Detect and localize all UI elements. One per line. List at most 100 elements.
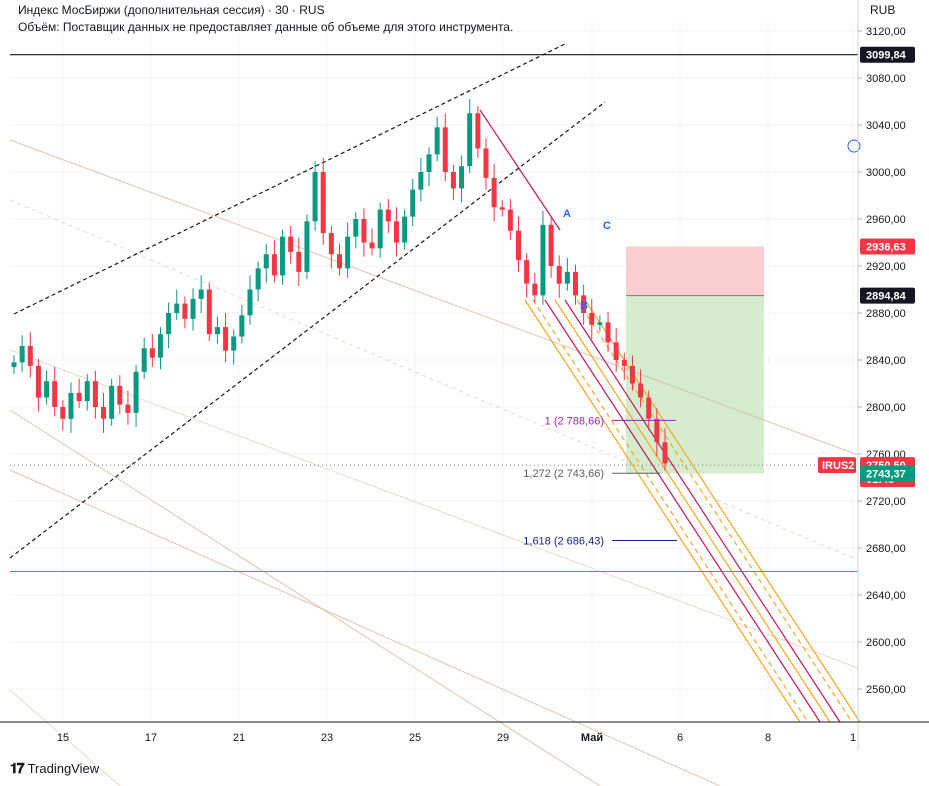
candle-body bbox=[27, 345, 33, 366]
y-tick-label: 2640,00 bbox=[866, 590, 906, 602]
price-badge-value: 2743,37 bbox=[866, 469, 906, 481]
candle-body bbox=[11, 362, 17, 368]
candle-body bbox=[654, 418, 660, 443]
candle-body bbox=[402, 216, 408, 243]
candle-body bbox=[613, 342, 619, 360]
x-tick-label: 23 bbox=[321, 732, 333, 744]
candle-body bbox=[426, 154, 432, 172]
brand-name: TradingView bbox=[27, 761, 100, 776]
candle-body bbox=[133, 371, 139, 413]
candle-body bbox=[312, 172, 318, 222]
channel-line bbox=[564, 299, 841, 723]
candle-body bbox=[483, 148, 489, 178]
candle-body bbox=[149, 348, 155, 358]
candle-body bbox=[393, 221, 399, 243]
y-tick-label: 3120,00 bbox=[866, 26, 906, 38]
candle-body bbox=[92, 381, 98, 407]
legend-volume-note: Объём: Поставщик данных не предоставляет… bbox=[18, 20, 514, 34]
gann-line bbox=[9, 689, 121, 786]
candle-body bbox=[125, 404, 131, 413]
legend-title[interactable]: Индекс МосБиржи (дополнительная сессия) … bbox=[18, 3, 325, 17]
candle-body bbox=[516, 230, 522, 261]
stop-loss-zone bbox=[626, 246, 764, 296]
y-tick-label: 2800,00 bbox=[866, 402, 906, 414]
candle-body bbox=[646, 397, 652, 419]
candle-body bbox=[288, 236, 294, 252]
price-badge bbox=[860, 465, 915, 482]
wave-a-line bbox=[479, 109, 561, 231]
candle-body bbox=[548, 224, 554, 266]
channel-line bbox=[524, 299, 801, 723]
candle-body bbox=[44, 381, 50, 398]
candle-body bbox=[385, 209, 391, 222]
fib-level-label: 1,272 (2 743,66) bbox=[523, 468, 604, 480]
candle-body bbox=[174, 303, 180, 313]
candle-body bbox=[410, 189, 416, 217]
channel-line bbox=[532, 299, 809, 723]
candle-body bbox=[214, 327, 220, 335]
wedge-upper-line bbox=[13, 43, 566, 315]
horizontal-levels bbox=[10, 54, 858, 572]
tradingview-logo-icon: 𝟏𝟕 bbox=[10, 760, 25, 776]
gann-line bbox=[9, 409, 601, 786]
candle-body bbox=[166, 313, 172, 335]
candle-body bbox=[223, 327, 229, 351]
y-tick-label: 2680,00 bbox=[866, 543, 906, 555]
candle-body bbox=[109, 385, 115, 419]
y-tick-label: 2720,00 bbox=[866, 496, 906, 508]
candle-body bbox=[491, 177, 497, 208]
candle-body bbox=[263, 254, 269, 269]
candle-body bbox=[581, 295, 587, 313]
channel-line bbox=[544, 299, 821, 723]
candle-body bbox=[231, 336, 237, 351]
candle-body bbox=[532, 283, 538, 296]
y-tick-label: 2840,00 bbox=[866, 355, 906, 367]
x-tick-label: 17 bbox=[145, 732, 157, 744]
currency-label[interactable]: RUB bbox=[870, 3, 896, 17]
candle-body bbox=[589, 313, 595, 325]
candle-body bbox=[499, 207, 505, 210]
position-zones bbox=[626, 246, 764, 474]
candle-body bbox=[182, 303, 188, 319]
candles bbox=[11, 99, 668, 471]
x-tick-label: 1 bbox=[850, 732, 856, 744]
gann-line bbox=[9, 349, 859, 669]
axes: 3120,00 3080,00 3040,00 3000,00 2960,00 2920,… bbox=[0, 0, 929, 750]
channel-line bbox=[554, 299, 831, 723]
wave-label: A bbox=[563, 208, 571, 220]
fib-extension: 1 (2 788,66) 1,272 (2 743,66) 1,618 (2 686… bbox=[523, 415, 677, 547]
candle-body bbox=[117, 385, 123, 405]
candle-body bbox=[434, 127, 440, 155]
x-tick-label: 29 bbox=[497, 732, 509, 744]
candle-body bbox=[418, 172, 424, 190]
candle-body bbox=[52, 381, 58, 407]
candle-body bbox=[101, 407, 107, 419]
candle-body bbox=[296, 251, 302, 272]
candle-body bbox=[280, 236, 286, 276]
candle-body bbox=[629, 365, 635, 384]
gann-line bbox=[9, 199, 859, 561]
candle-body bbox=[540, 224, 546, 296]
x-tick-label: Май bbox=[581, 732, 603, 744]
candle-body bbox=[353, 219, 359, 237]
candle-body bbox=[605, 322, 611, 343]
fib-level-label: 1,618 (2 686,43) bbox=[523, 535, 604, 547]
candle-body bbox=[190, 298, 196, 319]
candle-body bbox=[255, 268, 261, 290]
candle-body bbox=[621, 360, 627, 366]
candle-body bbox=[206, 289, 212, 335]
candle-body bbox=[345, 236, 351, 269]
candle-body bbox=[638, 383, 644, 398]
candle-body bbox=[239, 315, 245, 337]
candle-body bbox=[442, 127, 448, 172]
candle-body bbox=[328, 233, 334, 255]
tradingview-brand[interactable]: 𝟏𝟕 TradingView bbox=[10, 760, 99, 777]
candle-body bbox=[369, 242, 375, 249]
wave-label: C bbox=[603, 220, 611, 232]
candle-body bbox=[507, 209, 513, 231]
candle-body bbox=[475, 113, 481, 149]
y-tick-label: 3040,00 bbox=[866, 120, 906, 132]
candle-body bbox=[524, 260, 530, 284]
candle-body bbox=[60, 407, 66, 419]
